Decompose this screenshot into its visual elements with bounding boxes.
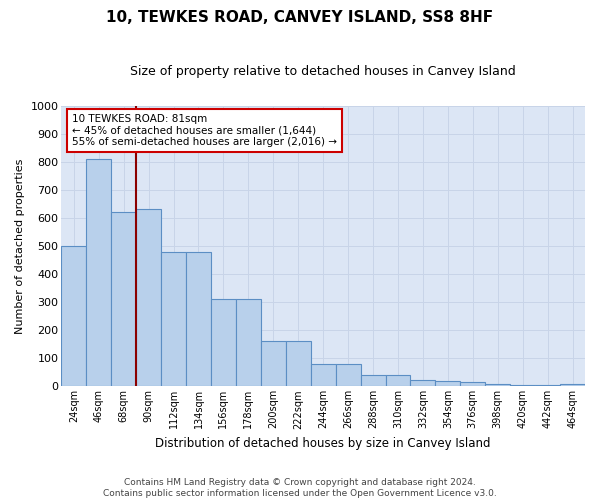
Bar — [386, 374, 410, 386]
Bar — [211, 300, 236, 386]
Bar — [410, 380, 436, 386]
Bar — [236, 300, 261, 386]
Text: 10 TEWKES ROAD: 81sqm
← 45% of detached houses are smaller (1,644)
55% of semi-d: 10 TEWKES ROAD: 81sqm ← 45% of detached … — [72, 114, 337, 147]
Bar — [361, 374, 386, 386]
Bar — [136, 210, 161, 386]
Bar — [485, 384, 510, 386]
Bar — [186, 252, 211, 386]
Bar — [286, 342, 311, 386]
Text: 10, TEWKES ROAD, CANVEY ISLAND, SS8 8HF: 10, TEWKES ROAD, CANVEY ISLAND, SS8 8HF — [106, 10, 494, 25]
Bar — [436, 381, 460, 386]
X-axis label: Distribution of detached houses by size in Canvey Island: Distribution of detached houses by size … — [155, 437, 491, 450]
Bar — [61, 246, 86, 386]
Bar — [460, 382, 485, 386]
Bar — [335, 364, 361, 386]
Bar — [560, 384, 585, 386]
Bar — [535, 385, 560, 386]
Y-axis label: Number of detached properties: Number of detached properties — [15, 158, 25, 334]
Bar — [86, 159, 111, 386]
Text: Contains HM Land Registry data © Crown copyright and database right 2024.
Contai: Contains HM Land Registry data © Crown c… — [103, 478, 497, 498]
Bar — [111, 212, 136, 386]
Bar — [261, 342, 286, 386]
Title: Size of property relative to detached houses in Canvey Island: Size of property relative to detached ho… — [130, 65, 516, 78]
Bar — [510, 385, 535, 386]
Bar — [311, 364, 335, 386]
Bar — [161, 252, 186, 386]
